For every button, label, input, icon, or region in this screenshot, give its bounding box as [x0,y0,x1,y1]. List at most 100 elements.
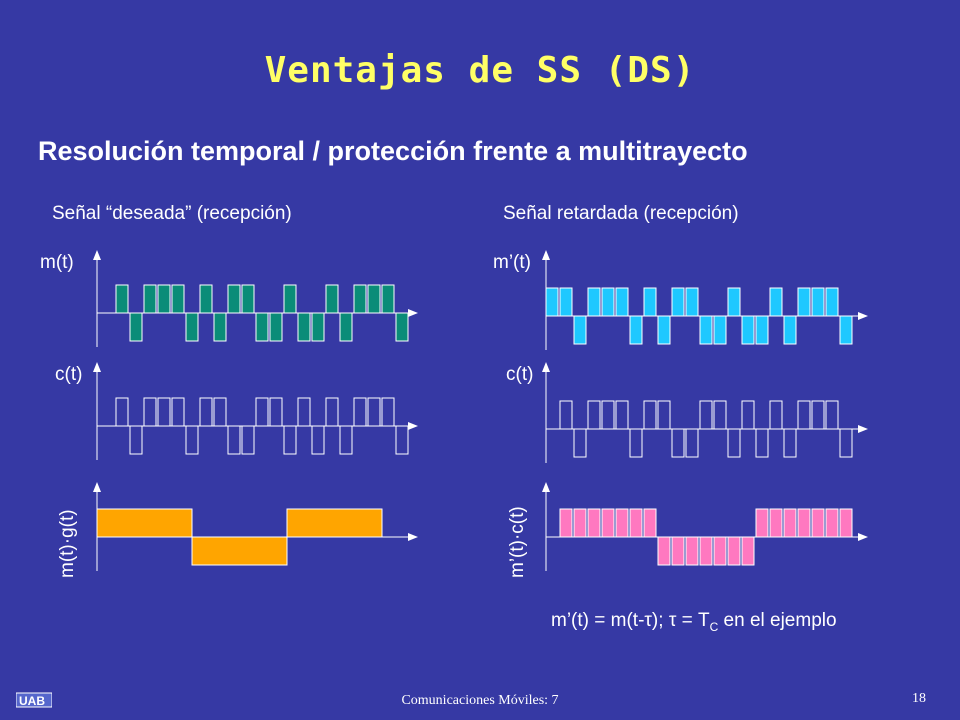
right-c-chip [713,400,727,430]
left-product-label: m(t)·g(t) [57,509,78,578]
left-product-bit [286,508,383,538]
formula-part4: en el ejemplo [718,610,837,631]
left-c-chip [157,397,171,427]
right-m-chip [587,287,601,317]
page-number: 18 [912,691,926,706]
left-m-chip [297,312,311,342]
left-c-chip [367,397,381,427]
right-c-chip [727,428,741,458]
uab-logo: UAB [16,692,52,708]
left-m-label: m(t) [40,252,74,273]
right-m-chip [741,315,755,345]
right-m-chip [601,287,615,317]
left-m-chip [311,312,325,342]
left-c-chip [199,397,213,427]
right-m-chip [559,287,573,317]
footer-text: Comunicaciones Móviles: 7 [401,693,559,708]
left-c-chip [255,397,269,427]
left-m-chip [241,284,255,314]
right-product-chip [727,536,741,566]
left-m-chip [157,284,171,314]
right-c-chip [587,400,601,430]
right-m-chip [657,315,671,345]
right-c-chip [671,428,685,458]
left-c-chip [297,397,311,427]
right-c-chip [741,400,755,430]
left-column-heading: Señal “deseada” (recepción) [52,203,292,224]
left-product-bit [96,508,193,538]
left-c-chip [143,397,157,427]
left-m-chip [339,312,353,342]
left-c-chip [269,397,283,427]
right-product-chip [559,508,573,538]
right-m-chip [797,287,811,317]
left-m-chip [143,284,157,314]
left-product-bit [191,536,288,566]
left-c-y-arrow [93,362,101,372]
right-column-heading: Señal retardada (recepción) [503,203,739,224]
right-product-chip [657,536,671,566]
left-c-chip [395,425,409,455]
right-product-chip [741,536,755,566]
left-m-chip [199,284,213,314]
formula-part3: = T [676,610,710,631]
slide-title: Ventajas de SS (DS) [264,50,696,91]
left-m-chip [283,284,297,314]
right-m-chip [727,287,741,317]
left-c-chip [227,425,241,455]
right-c-chip [825,400,839,430]
right-product-chip [769,508,783,538]
left-m-chip [185,312,199,342]
formula-part1: m’(t) = m(t- [551,610,645,631]
right-product-chip [671,536,685,566]
left-m-chip [395,312,409,342]
left-c-chip [339,425,353,455]
left-c-chip [171,397,185,427]
right-product-chip [573,508,587,538]
right-product-chip [811,508,825,538]
left-m-chip [255,312,269,342]
formula-part2: ); [651,610,669,631]
right-m-x-arrow [858,312,868,320]
left-c-chip [241,425,255,455]
left-c-chip [353,397,367,427]
right-c-chip [615,400,629,430]
right-product-chip [615,508,629,538]
right-m-chip [769,287,783,317]
right-c-chip [811,400,825,430]
left-m-chip [269,312,283,342]
right-c-chip [797,400,811,430]
left-product-x-arrow [408,533,418,541]
right-m-chip [713,315,727,345]
right-c-chip [769,400,783,430]
left-c-chip [129,425,143,455]
left-m-chip [367,284,381,314]
left-m-chip [213,312,227,342]
right-m-chip [839,315,853,345]
left-c-chip [213,397,227,427]
right-m-chip [643,287,657,317]
right-product-chip [825,508,839,538]
right-m-chip [811,287,825,317]
right-c-chip [629,428,643,458]
right-c-chip [573,428,587,458]
left-m-y-arrow [93,250,101,260]
right-product-label: m’(t)·c(t) [507,506,528,578]
left-m-x-arrow [408,309,418,317]
right-c-chip [783,428,797,458]
right-c-chip [755,428,769,458]
svg-text:UAB: UAB [19,694,45,708]
slide-subtitle: Resolución temporal / protección frente … [38,136,748,166]
formula-subscript: C [709,619,719,634]
left-product-y-arrow [93,482,101,492]
left-c-chip [381,397,395,427]
right-m-chip [699,315,713,345]
right-product-x-arrow [858,533,868,541]
right-m-chip [825,287,839,317]
left-m-chip [353,284,367,314]
right-product-chip [601,508,615,538]
right-m-chip [685,287,699,317]
right-c-chip [839,428,853,458]
right-product-chip [685,536,699,566]
